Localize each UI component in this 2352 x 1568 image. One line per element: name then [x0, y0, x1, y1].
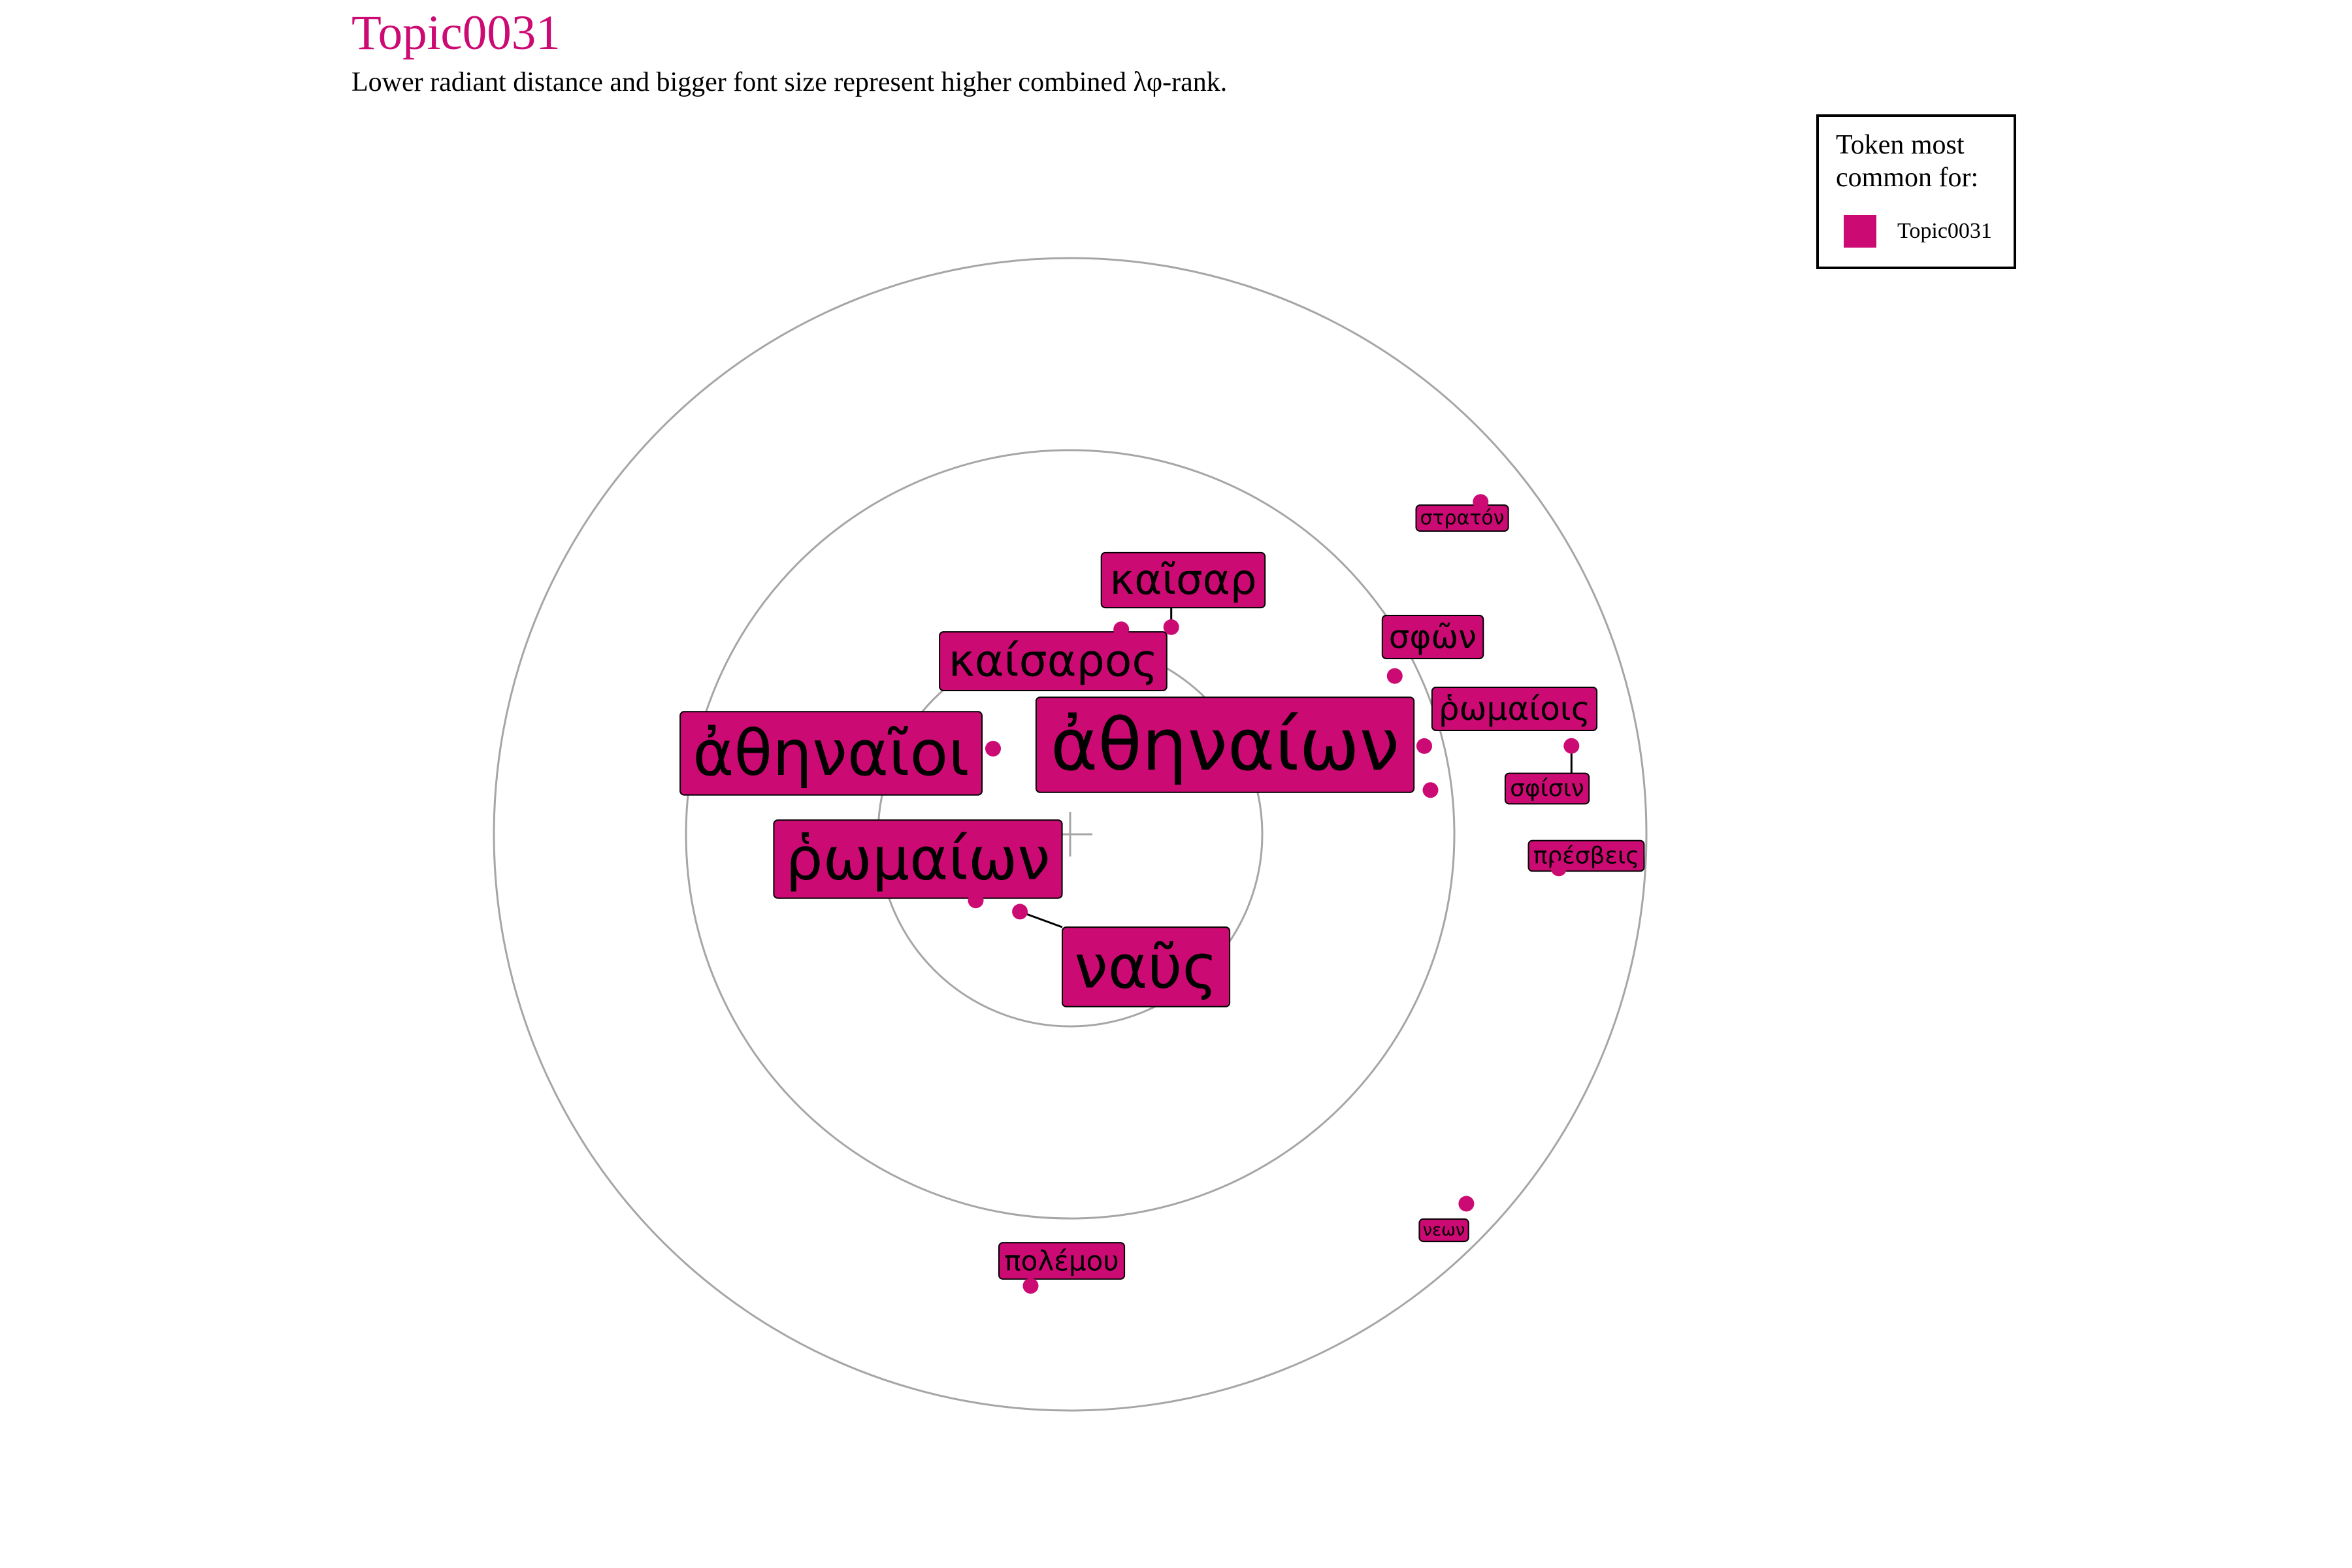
- token-point: [1563, 738, 1580, 754]
- token-label-text: νεων: [1423, 1220, 1465, 1240]
- token-label-box: [1100, 551, 1266, 609]
- token-point: [1550, 860, 1567, 877]
- token-label-box: [1415, 504, 1509, 532]
- token-point: [1386, 668, 1403, 684]
- token-point: [985, 740, 1001, 757]
- token-label-text: σφῶν: [1389, 618, 1477, 656]
- token-label-group: ἀθηναίων: [1035, 696, 1439, 798]
- chart-subtitle: Lower radiant distance and bigger font s…: [351, 67, 1228, 97]
- token-label-box: [998, 1242, 1126, 1280]
- token-label-text: πολέμου: [1004, 1245, 1119, 1277]
- radial-ring-2: [685, 449, 1456, 1220]
- token-label-text: στρατόν: [1420, 507, 1504, 530]
- token-label-group: στρατόν: [1415, 494, 1509, 532]
- token-point: [1163, 619, 1179, 635]
- token-label-box: [1418, 1218, 1469, 1243]
- token-label-box: [1504, 772, 1590, 805]
- token-point: [1473, 494, 1489, 510]
- token-label-text: πρέσβεις: [1533, 843, 1640, 870]
- token-label-text: καίσαρος: [949, 636, 1158, 687]
- legend-swatch: [1844, 215, 1876, 248]
- token-label-text: καῖσαρ: [1110, 556, 1257, 604]
- token-label-group: πολέμου: [998, 1242, 1126, 1294]
- token-label-text: ἀθηναίων: [1051, 703, 1399, 787]
- token-label-group: ῥωμαίων: [773, 819, 1063, 909]
- token-label-group: σφίσιν: [1504, 738, 1590, 805]
- legend-entry-label: Topic0031: [1897, 219, 1992, 243]
- token-point: [1022, 1278, 1039, 1294]
- token-label-text: ἀθηναῖοι: [693, 717, 969, 790]
- token-label-group: καίσαρος: [939, 621, 1168, 691]
- token-label-box: [1035, 696, 1415, 793]
- token-label-text: σφίσιν: [1510, 776, 1584, 802]
- token-point: [1012, 904, 1028, 920]
- token-label-group: πρέσβεις: [1527, 840, 1645, 877]
- token-point: [1422, 782, 1439, 798]
- token-point: [968, 892, 984, 909]
- token-label-box: [1062, 926, 1231, 1007]
- token-label-text: ῥωμαίοις: [1439, 690, 1590, 728]
- radial-ring-3: [493, 257, 1648, 1412]
- token-label-group: ναῦς: [1012, 904, 1231, 1007]
- token-label-group: σφῶν: [1381, 615, 1484, 684]
- token-label-text: ναῦς: [1074, 932, 1217, 1002]
- token-label-box: [679, 711, 983, 796]
- legend: Token most common for: Topic0031: [1816, 114, 2016, 269]
- token-label-box: [773, 819, 1063, 899]
- token-label-box: [1431, 687, 1598, 731]
- token-label-group: καῖσαρ: [1100, 551, 1266, 635]
- legend-title: Token most common for:: [1836, 130, 1979, 193]
- token-label-box: [939, 631, 1168, 691]
- token-point: [1458, 1196, 1475, 1212]
- token-label-text: ῥωμαίων: [785, 825, 1050, 894]
- token-label-group: ἀθηναῖοι: [679, 711, 1001, 796]
- token-label-group: ῥωμαίοις: [1416, 687, 1598, 754]
- token-label-group: νεων: [1418, 1196, 1475, 1243]
- token-label-box: [1381, 615, 1484, 659]
- token-point: [1416, 738, 1432, 754]
- chart-title: Topic0031: [351, 6, 561, 60]
- token-point: [1113, 621, 1130, 638]
